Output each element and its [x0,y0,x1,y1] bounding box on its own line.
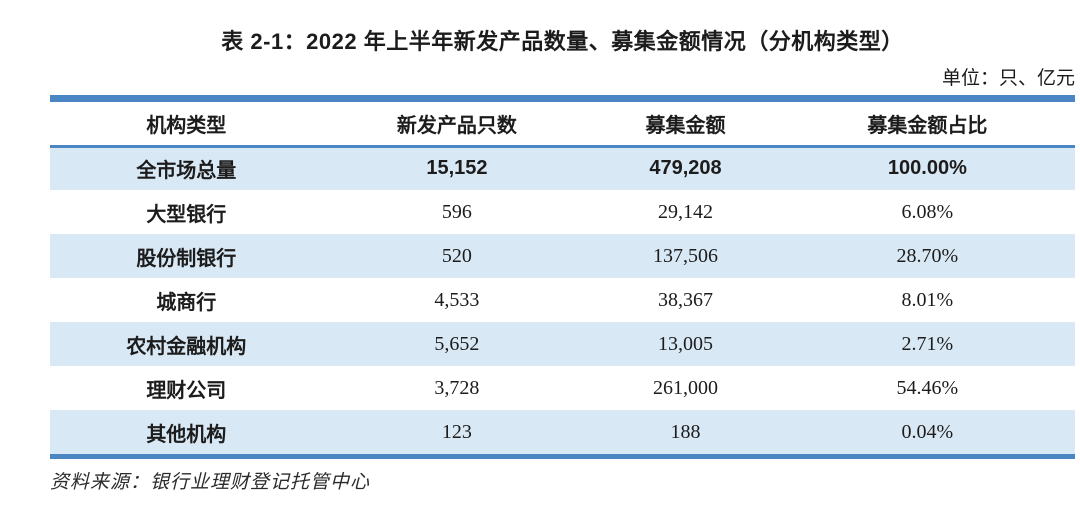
cell-amount: 188 [670,420,701,443]
cell-share: 2.71% [901,332,954,355]
column-header-amount: 募集金额 [591,102,780,148]
cell-count: 520 [441,244,472,267]
cell-amount: 479,208 [649,157,722,180]
column-header-org: 机构类型 [50,102,323,148]
cell-count: 123 [441,420,472,443]
stats-table-wrap: 机构类型 新发产品只数 募集金额 募集金额占比 全市场总量 15,152 479,2… [50,95,1075,459]
table-title: 表 2-1：2022 年上半年新发产品数量、募集金额情况（分机构类型） [221,29,904,54]
cell-count: 5,652 [434,332,480,355]
table-row: 全市场总量 15,152 479,208 100.00% [50,146,1075,190]
cell-share: 0.04% [901,420,954,443]
cell-org: 理财公司 [146,379,227,402]
cell-org: 城商行 [156,291,217,314]
unit-note: 单位：只、亿元 [941,68,1075,89]
table-top-rule [50,95,1075,102]
cell-org: 股份制银行 [136,247,237,270]
table-header: 机构类型 新发产品只数 募集金额 募集金额占比 [50,102,1075,148]
cell-amount: 137,506 [652,244,718,267]
cell-amount: 13,005 [657,332,713,355]
cell-org: 农村金融机构 [126,335,247,358]
cell-org: 全市场总量 [136,160,237,183]
table-row: 理财公司 3,728 261,000 54.46% [50,366,1075,410]
cell-org: 大型银行 [146,203,227,226]
cell-share: 100.00% [887,157,967,180]
source-note: 资料来源：银行业理财登记托管中心 [50,472,371,493]
table-row: 股份制银行 520 137,506 28.70% [50,234,1075,278]
cell-share: 54.46% [896,376,959,399]
table-bottom-rule [50,454,1075,459]
table-row: 其他机构 123 188 0.04% [50,410,1075,454]
cell-share: 6.08% [901,200,954,223]
header-row: 机构类型 新发产品只数 募集金额 募集金额占比 [50,102,1075,148]
cell-share: 28.70% [896,244,959,267]
table-row: 大型银行 596 29,142 6.08% [50,190,1075,234]
cell-count: 3,728 [434,376,480,399]
cell-count: 596 [441,200,472,223]
cell-count: 4,533 [434,288,480,311]
column-header-share: 募集金额占比 [779,102,1075,148]
stats-table: 机构类型 新发产品只数 募集金额 募集金额占比 全市场总量 15,152 479,2… [50,102,1075,454]
table-row: 农村金融机构 5,652 13,005 2.71% [50,322,1075,366]
table-row: 城商行 4,533 38,367 8.01% [50,278,1075,322]
cell-amount: 261,000 [652,376,718,399]
cell-amount: 38,367 [657,288,713,311]
cell-count: 15,152 [426,157,488,180]
table-body: 全市场总量 15,152 479,208 100.00% 大型银行 596 29,142 6.… [50,146,1075,454]
column-header-count: 新发产品只数 [322,102,592,148]
cell-org: 其他机构 [146,423,227,446]
cell-amount: 29,142 [657,200,713,223]
cell-share: 8.01% [901,288,954,311]
